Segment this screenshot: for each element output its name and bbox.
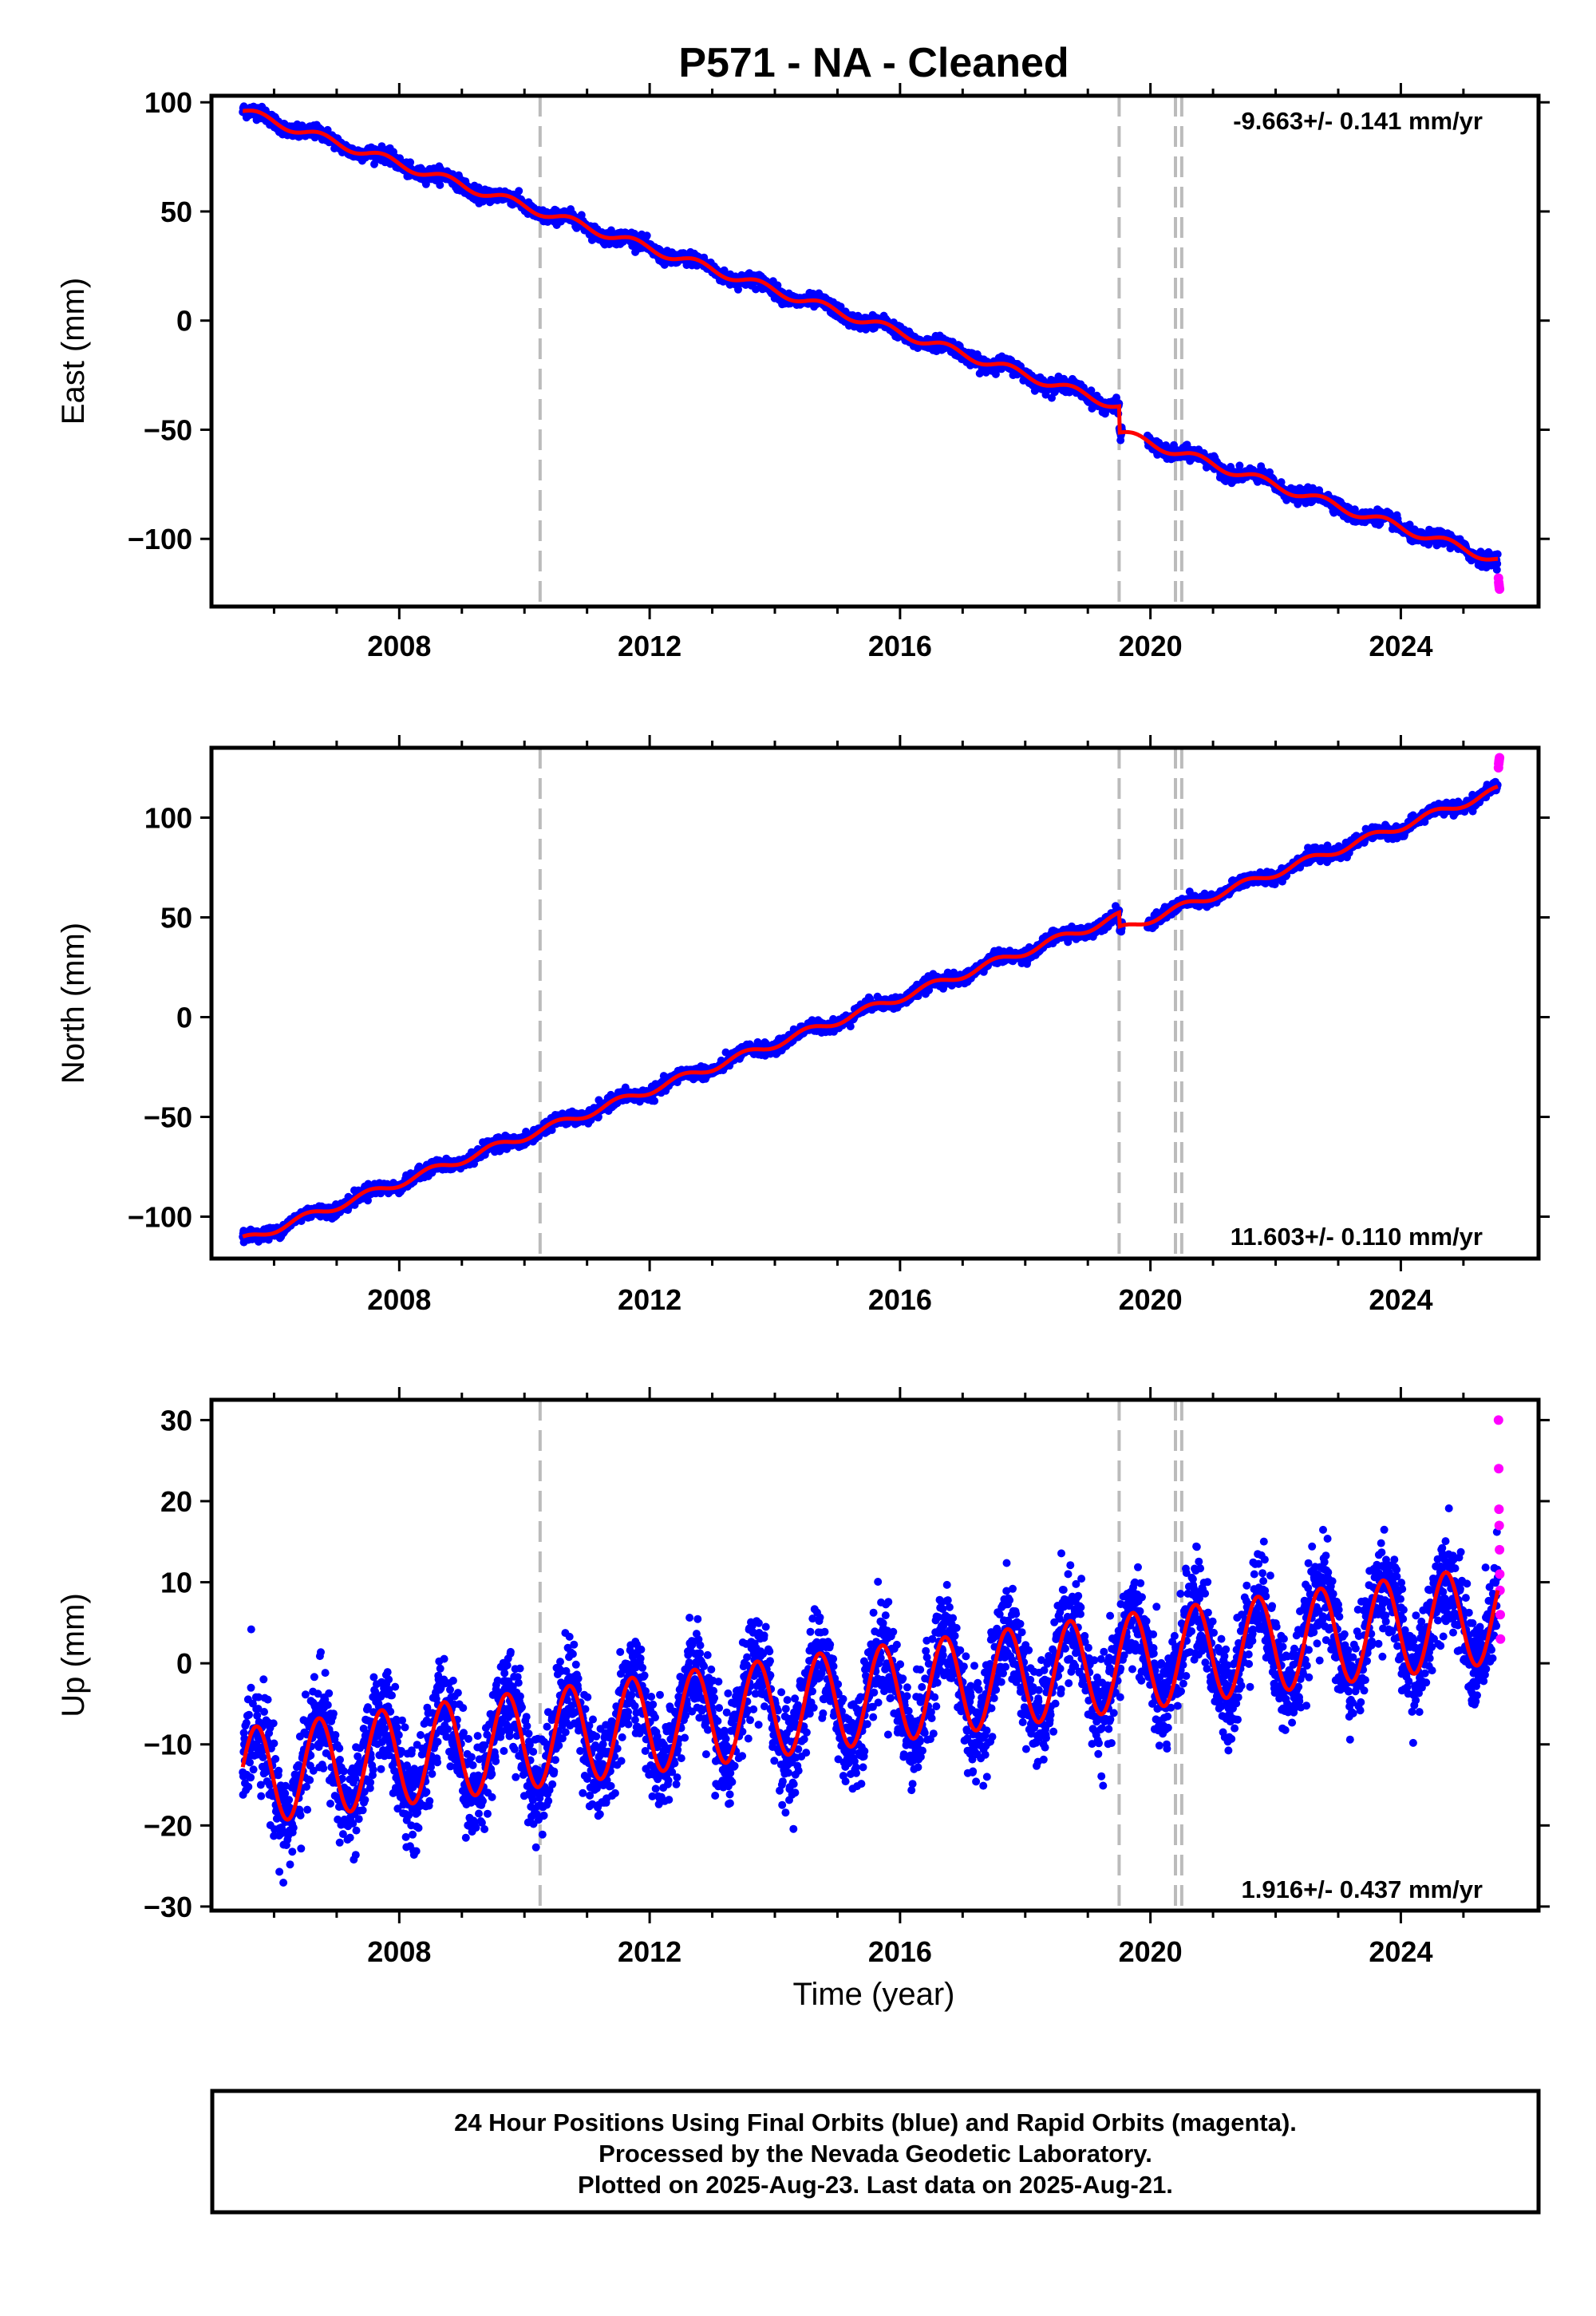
rapid-point [1495, 584, 1505, 595]
data-point [642, 231, 651, 240]
figure-title: P571 - NA - Cleaned [678, 40, 1069, 86]
data-point [515, 187, 523, 196]
data-point [752, 285, 760, 294]
x-tick-label: 2024 [1369, 630, 1432, 662]
final-orbit-points [239, 777, 1502, 1247]
y-tick-label: −100 [128, 523, 192, 555]
rate-annotation: -9.663+/- 0.141 mm/yr [1233, 107, 1483, 135]
y-axis-label: East (mm) [56, 278, 91, 425]
east-panel: 100 50 0 −50 −100 2008 2012 2016 2020 2024 East (m… [56, 83, 1550, 662]
x-tick-label: 2016 [868, 630, 932, 662]
data-point [421, 180, 430, 188]
rapid-orbit-points [1493, 573, 1505, 595]
x-tick-label: 2020 [1119, 630, 1183, 662]
y-tick-label: 0 [176, 305, 192, 338]
data-point [650, 1097, 659, 1105]
y-tick-label: 50 [160, 196, 192, 228]
y-tick-label: −50 [144, 413, 192, 446]
y-tick-label: 100 [144, 86, 192, 119]
x-tick-label: 2012 [618, 630, 681, 662]
data-point [436, 180, 444, 189]
x-tick-label: 2008 [367, 630, 431, 662]
data-point [406, 158, 415, 167]
